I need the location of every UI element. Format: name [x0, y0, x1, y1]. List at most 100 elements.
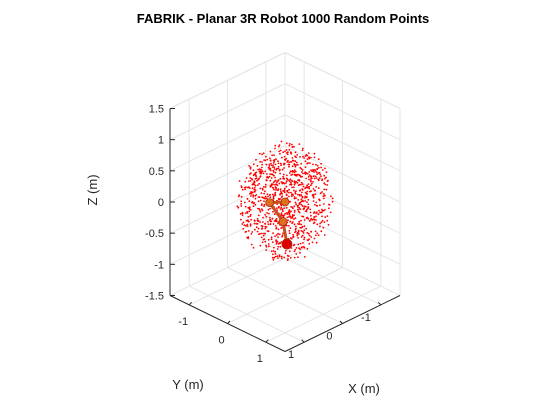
data-point	[293, 223, 296, 226]
data-point	[253, 202, 256, 204]
data-point	[303, 219, 306, 221]
data-point	[277, 228, 280, 231]
data-point	[309, 156, 312, 159]
data-point	[270, 238, 273, 241]
data-point	[317, 213, 320, 216]
data-point	[308, 185, 311, 188]
data-point	[300, 219, 302, 222]
data-point	[319, 204, 321, 207]
data-point	[290, 151, 292, 154]
grid-line	[284, 239, 401, 296]
data-point	[322, 195, 325, 198]
data-point	[294, 201, 297, 204]
data-point	[312, 188, 315, 190]
x-tick-mark	[265, 339, 269, 343]
data-point	[252, 182, 255, 185]
data-point	[287, 219, 289, 222]
y-tick-mark	[301, 339, 305, 343]
data-point	[286, 174, 288, 177]
data-point	[301, 225, 304, 228]
data-point	[285, 152, 288, 154]
data-point	[243, 224, 246, 227]
data-point	[260, 225, 263, 227]
data-point	[260, 204, 263, 207]
data-point	[244, 212, 247, 215]
data-point	[288, 163, 291, 166]
data-point	[248, 173, 251, 176]
data-point	[313, 177, 316, 180]
data-point	[297, 223, 299, 225]
data-point	[305, 177, 308, 180]
data-point	[269, 219, 271, 222]
data-point	[310, 175, 312, 178]
data-point	[313, 237, 316, 240]
data-point	[316, 223, 319, 226]
data-point	[301, 205, 304, 208]
data-point	[325, 171, 328, 174]
axes	[169, 108, 401, 352]
data-point	[271, 166, 274, 169]
data-point	[297, 204, 300, 207]
data-point	[317, 166, 320, 169]
data-point	[277, 222, 279, 225]
data-point	[290, 183, 293, 186]
data-point	[246, 198, 249, 200]
data-point	[248, 187, 251, 190]
data-point	[295, 225, 297, 228]
data-point	[310, 180, 312, 183]
data-point	[249, 177, 252, 179]
data-point	[306, 201, 308, 204]
data-point	[251, 201, 253, 204]
data-point	[288, 144, 291, 147]
data-point	[294, 165, 297, 168]
grid-line	[284, 52, 401, 109]
data-point	[307, 198, 310, 201]
data-point	[279, 152, 281, 155]
data-point	[283, 177, 286, 180]
data-point	[248, 165, 251, 167]
data-point	[244, 180, 247, 183]
data-point	[315, 212, 317, 215]
data-point	[305, 210, 308, 213]
data-point	[295, 253, 298, 255]
data-point	[303, 256, 306, 258]
data-point	[266, 179, 268, 182]
data-point	[278, 233, 281, 236]
data-point	[279, 162, 282, 165]
data-point	[262, 221, 264, 223]
data-point	[295, 181, 298, 183]
data-point	[291, 179, 293, 182]
data-point	[256, 219, 259, 222]
data-point	[294, 170, 297, 173]
data-point	[249, 192, 251, 195]
data-point	[277, 162, 280, 165]
data-point	[267, 208, 270, 211]
data-point	[310, 169, 312, 172]
data-point	[246, 210, 249, 213]
data-point	[274, 183, 276, 186]
data-point	[244, 188, 247, 191]
data-point	[257, 200, 260, 203]
data-point	[291, 222, 293, 225]
data-point	[260, 171, 263, 174]
data-point	[280, 164, 282, 167]
data-point	[292, 235, 295, 238]
data-point	[317, 178, 320, 181]
data-point	[282, 151, 284, 154]
data-point	[259, 170, 262, 173]
data-point	[291, 157, 294, 159]
data-point	[314, 175, 317, 178]
grid-line	[188, 285, 305, 343]
grid-line	[169, 239, 286, 296]
data-point	[270, 177, 273, 179]
data-point	[307, 239, 309, 242]
data-point	[304, 155, 307, 158]
data-point	[264, 183, 267, 186]
data-point	[310, 177, 312, 180]
data-point	[279, 177, 282, 180]
data-point	[277, 165, 280, 168]
data-point	[245, 177, 248, 179]
data-point	[302, 147, 304, 150]
data-point	[294, 174, 297, 177]
data-point	[289, 183, 291, 186]
